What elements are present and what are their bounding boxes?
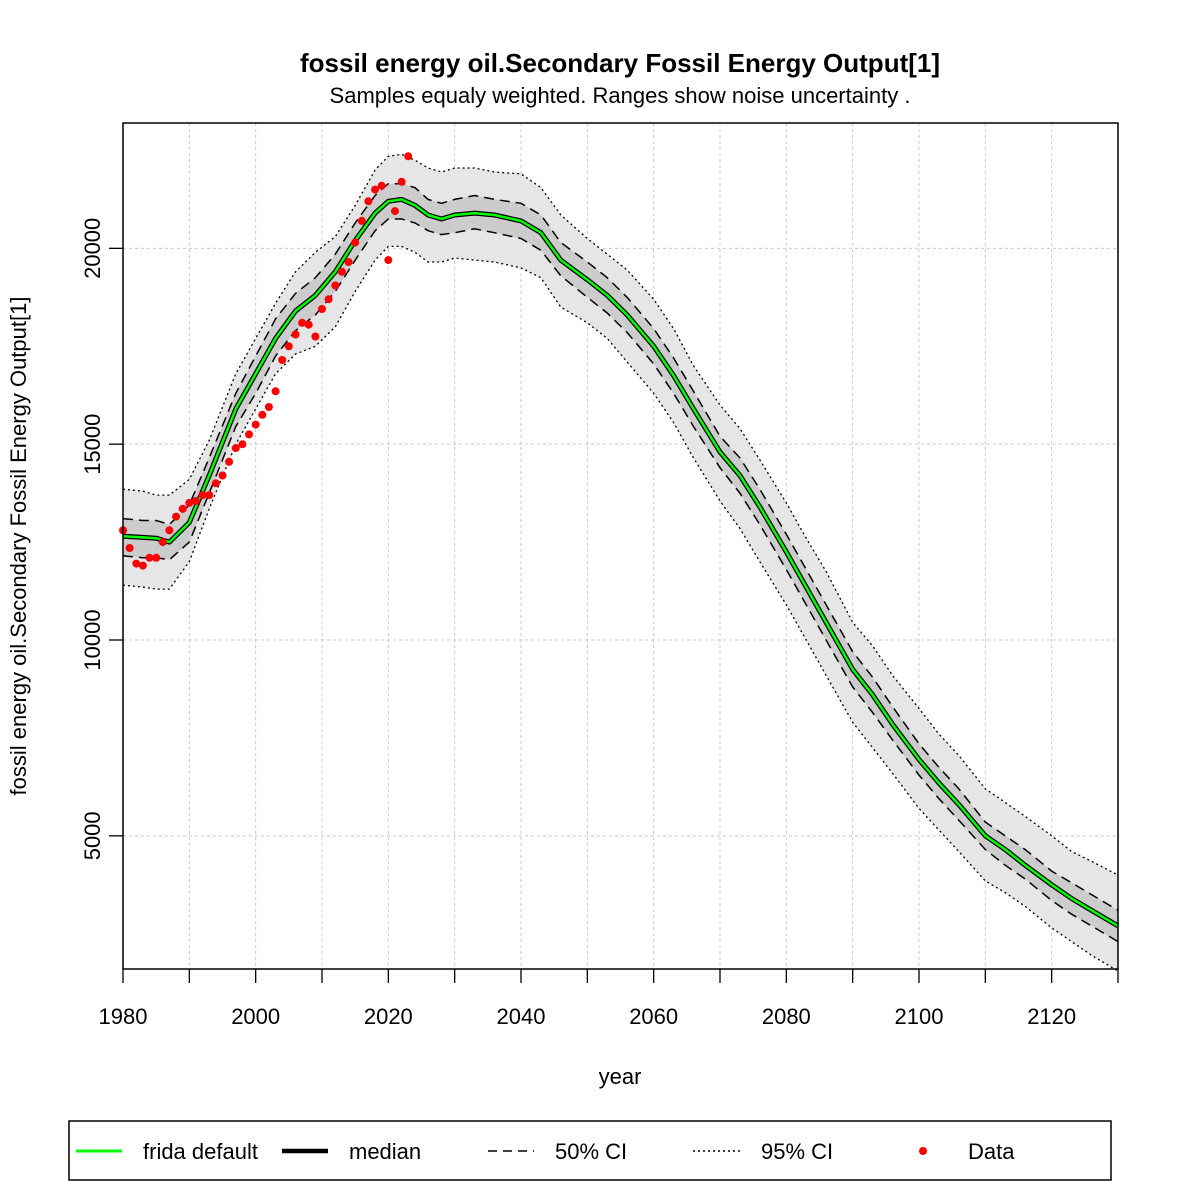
x-axis-label: year — [599, 1064, 642, 1089]
data-point — [371, 185, 380, 194]
data-point — [271, 387, 280, 396]
data-point — [225, 457, 234, 466]
data-point — [172, 512, 181, 521]
data-point — [337, 267, 346, 276]
data-point — [138, 561, 147, 570]
chart-title: fossil energy oil.Secondary Fossil Energ… — [300, 48, 940, 78]
legend-label-frida-default: frida default — [143, 1139, 258, 1164]
data-point — [145, 553, 154, 562]
data-point — [364, 197, 373, 206]
data-point — [185, 498, 194, 507]
data-point — [152, 553, 161, 562]
y-axis-label: fossil energy oil.Secondary Fossil Energ… — [6, 297, 31, 796]
data-point — [258, 410, 267, 419]
data-point — [165, 526, 174, 535]
data-point — [344, 258, 353, 266]
x-tick-label: 2080 — [762, 1004, 811, 1029]
y-tick-label: 15000 — [80, 414, 105, 475]
data-point — [391, 207, 399, 216]
ci50-upper-line — [122, 182, 1119, 911]
legend-label-data: Data — [968, 1139, 1015, 1164]
data-point — [132, 559, 141, 568]
data-point — [231, 444, 240, 453]
y-axis: 5000 10000 15000 20000 — [80, 218, 123, 860]
x-tick-label: 1980 — [99, 1004, 148, 1029]
data-point — [291, 330, 300, 339]
data-point — [264, 403, 273, 411]
data-point — [357, 216, 366, 225]
data-point — [284, 342, 293, 351]
data-point — [324, 295, 333, 304]
ci50-band-area — [123, 183, 1118, 942]
y-tick-label: 20000 — [80, 218, 105, 279]
legend-label-50ci: 50% CI — [555, 1139, 627, 1164]
ci95-band-area — [123, 154, 1118, 972]
frida-default-line — [122, 198, 1119, 927]
x-tick-label: 2000 — [231, 1004, 280, 1029]
x-tick-label: 2040 — [497, 1004, 546, 1029]
ci95-band — [123, 154, 1118, 972]
data-point — [397, 177, 406, 186]
data-point — [278, 356, 287, 364]
x-tick-label: 2020 — [364, 1004, 413, 1029]
data-point — [384, 256, 393, 265]
data-point — [331, 281, 340, 290]
y-tick-label: 10000 — [80, 609, 105, 670]
data-point — [178, 504, 187, 513]
data-points — [119, 152, 413, 570]
x-tick-label: 2120 — [1027, 1004, 1076, 1029]
y-tick-label: 5000 — [80, 811, 105, 860]
data-point — [198, 491, 207, 500]
ci50-band — [123, 183, 1118, 942]
x-tick-label: 2100 — [895, 1004, 944, 1029]
data-point — [238, 440, 247, 449]
legend-label-median: median — [349, 1139, 421, 1164]
data-point — [298, 318, 307, 327]
legend-label-95ci: 95% CI — [761, 1139, 833, 1164]
chart-subtitle: Samples equaly weighted. Ranges show noi… — [330, 83, 911, 108]
legend-swatch-data — [919, 1147, 927, 1155]
plot-frame — [122, 122, 1119, 970]
data-point — [192, 497, 200, 505]
data-point — [304, 320, 313, 329]
data-point — [311, 332, 320, 341]
series-lines — [122, 153, 1120, 972]
data-point — [245, 430, 253, 439]
data-point — [125, 544, 134, 552]
data-point — [404, 152, 413, 161]
data-point — [351, 238, 360, 247]
legend: frida default median 50% CI 95% CI Data — [68, 1120, 1112, 1181]
ci95-upper-line — [122, 153, 1119, 876]
data-point — [251, 420, 260, 429]
data-point — [205, 491, 214, 500]
legend-box — [68, 1120, 1112, 1181]
data-point — [377, 181, 386, 190]
data-point — [211, 479, 220, 488]
x-tick-label: 2060 — [629, 1004, 678, 1029]
data-point — [158, 538, 167, 547]
data-point — [218, 471, 227, 480]
data-point — [318, 305, 326, 313]
x-axis: 1980 2000 2020 2040 2060 2080 2100 2120 — [99, 969, 1119, 1029]
